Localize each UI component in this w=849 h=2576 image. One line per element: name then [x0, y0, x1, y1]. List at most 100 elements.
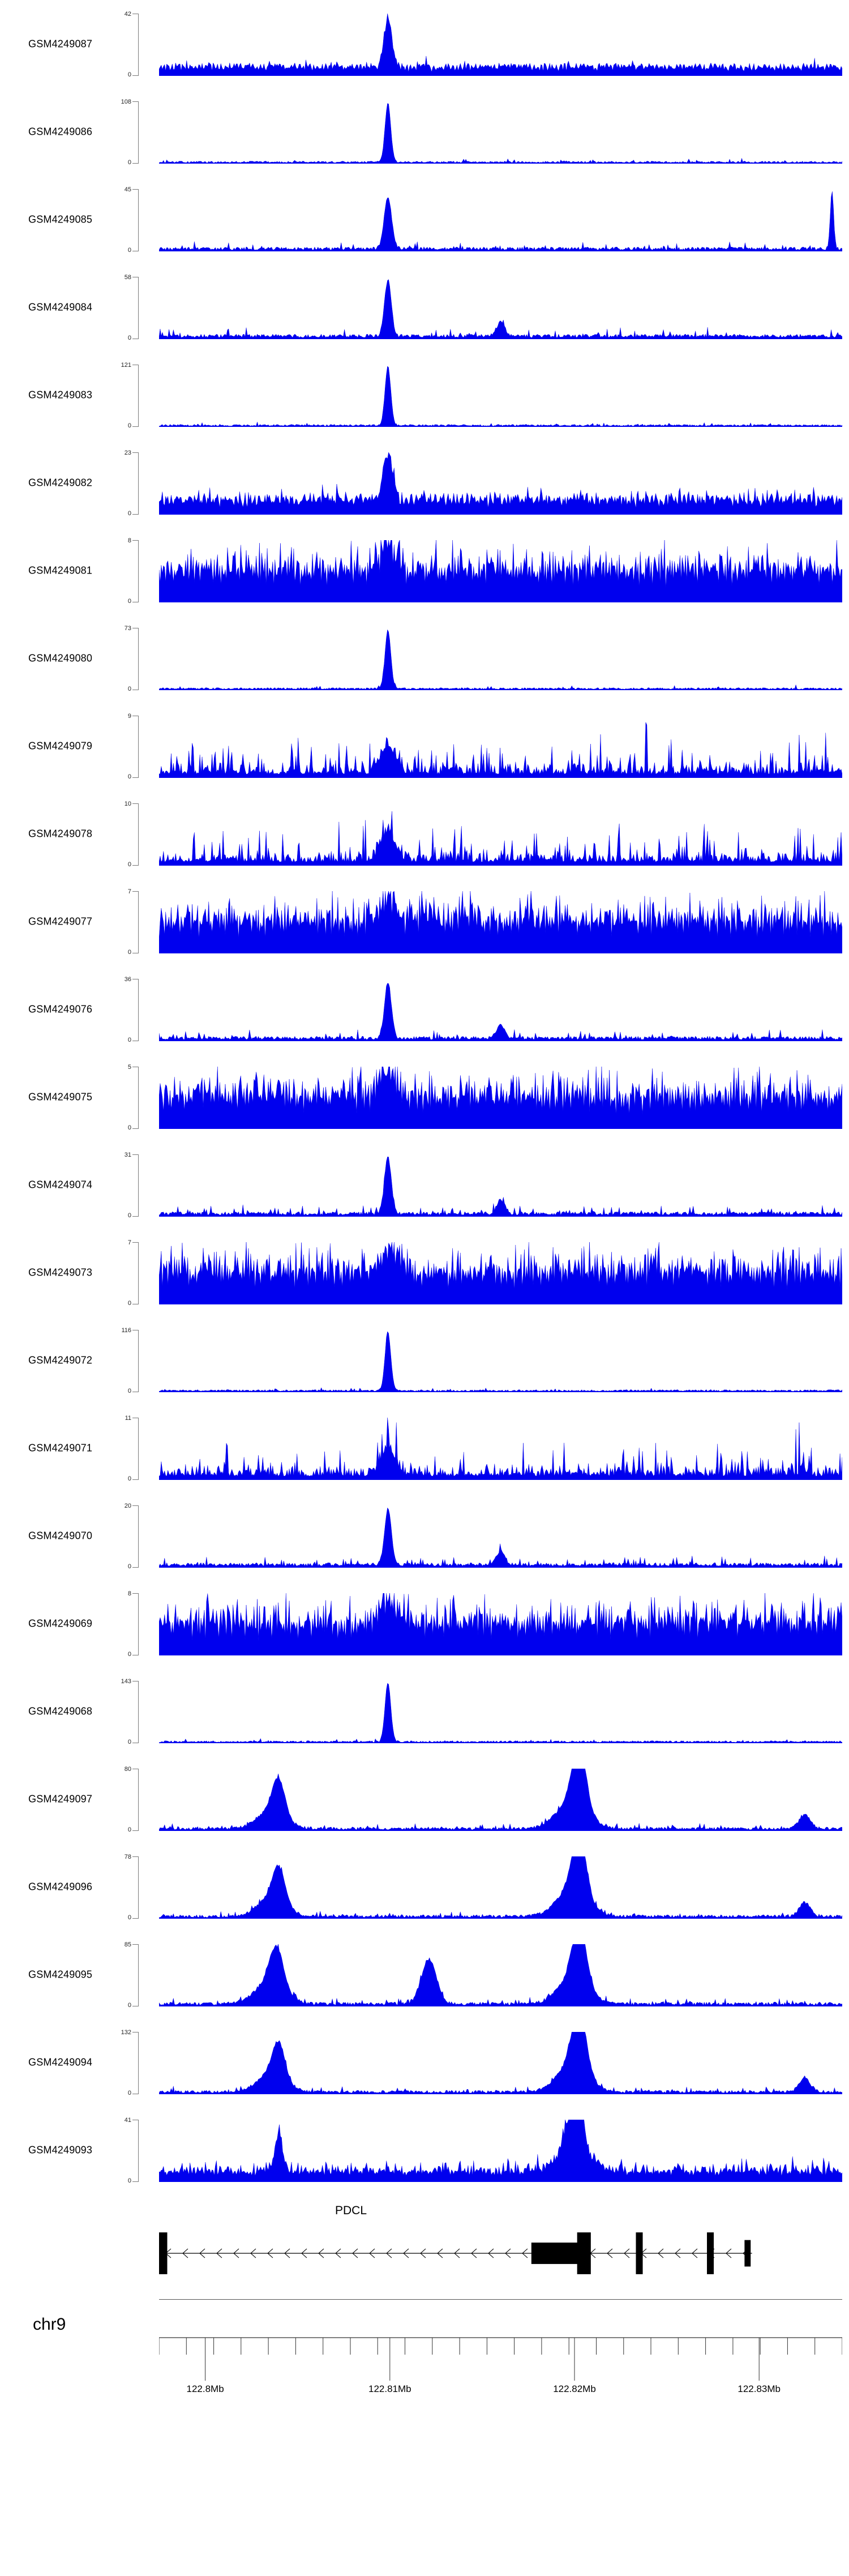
y-axis-max-label: 11 [125, 1415, 131, 1422]
svg-text:122.82Mb: 122.82Mb [553, 2384, 596, 2394]
y-axis-min-label: 0 [127, 2002, 131, 2009]
y-axis-min-label: 0 [127, 159, 131, 166]
y-axis-line [138, 540, 139, 602]
y-axis-top-tick [132, 452, 139, 453]
y-axis: 58 0 [111, 263, 146, 351]
y-axis-line [138, 979, 139, 1041]
coverage-plot [159, 628, 842, 690]
y-axis-min-label: 0 [127, 1563, 131, 1570]
y-axis-max-label: 108 [121, 99, 131, 105]
coverage-area [159, 1242, 842, 1304]
track-label: GSM4249070 [28, 1530, 93, 1541]
y-axis: 108 0 [111, 88, 146, 176]
y-axis-line [138, 1067, 139, 1129]
y-axis-max-label: 7 [127, 1239, 131, 1246]
y-axis-line [138, 2032, 139, 2094]
y-axis-max-label: 20 [124, 1503, 131, 1509]
y-axis-min-label: 0 [127, 1388, 131, 1394]
coverage-plot [159, 14, 842, 76]
y-axis-top-tick [132, 101, 139, 102]
coverage-plot [159, 1242, 842, 1304]
track-label: GSM4249087 [28, 38, 93, 49]
coverage-track: GSM4249084 58 0 [0, 263, 849, 351]
y-axis: 36 0 [111, 965, 146, 1053]
coverage-area [159, 891, 842, 953]
y-axis-max-label: 58 [124, 274, 131, 281]
track-label: GSM4249081 [28, 564, 93, 576]
y-axis-line [138, 1330, 139, 1392]
coverage-track: GSM4249081 8 0 [0, 527, 849, 614]
coverage-area [159, 722, 842, 778]
y-axis-min-label: 0 [127, 1651, 131, 1658]
track-label: GSM4249069 [28, 1618, 93, 1629]
y-axis-min-label: 0 [127, 1037, 131, 1043]
coverage-plot [159, 1505, 842, 1568]
track-label: GSM4249097 [28, 1793, 93, 1804]
coverage-track: GSM4249074 31 0 [0, 1141, 849, 1229]
chromosome-label: chr9 [33, 2315, 66, 2334]
coverage-plot [159, 365, 842, 427]
y-axis-line [138, 277, 139, 339]
track-label: GSM4249072 [28, 1354, 93, 1366]
coverage-plot [159, 1944, 842, 2006]
track-label: GSM4249076 [28, 1003, 93, 1015]
coverage-plot [159, 1769, 842, 1831]
track-label: GSM4249096 [28, 1881, 93, 1892]
y-axis-top-tick [132, 1154, 139, 1155]
y-axis: 23 0 [111, 439, 146, 527]
y-axis: 11 0 [111, 1404, 146, 1492]
coverage-plot [159, 1593, 842, 1655]
y-axis-line [138, 1418, 139, 1480]
coverage-plot [159, 540, 842, 602]
coverage-track: GSM4249086 108 0 [0, 88, 849, 176]
coverage-area [159, 103, 842, 164]
y-axis-line [138, 1593, 139, 1655]
track-label: GSM4249082 [28, 477, 93, 488]
coverage-plot [159, 1856, 842, 1919]
y-axis-bottom-tick [132, 75, 139, 76]
y-axis-line [138, 891, 139, 953]
y-axis-bottom-tick [132, 2181, 139, 2182]
y-axis-top-tick [132, 803, 139, 804]
svg-text:122.83Mb: 122.83Mb [737, 2384, 781, 2394]
coverage-area [159, 452, 842, 515]
track-label: GSM4249068 [28, 1705, 93, 1717]
y-axis-min-label: 0 [127, 335, 131, 341]
track-label: GSM4249079 [28, 740, 93, 751]
y-axis-top-tick [132, 540, 139, 541]
y-axis-min-label: 0 [127, 1212, 131, 1219]
y-axis: 143 0 [111, 1667, 146, 1755]
coverage-area [159, 2032, 842, 2094]
coverage-track: GSM4249094 132 0 [0, 2018, 849, 2106]
y-axis-line [138, 365, 139, 427]
y-axis-top-tick [132, 1944, 139, 1945]
y-axis-bottom-tick [132, 1479, 139, 1480]
coverage-track: GSM4249075 5 0 [0, 1053, 849, 1141]
y-axis-max-label: 78 [124, 1854, 131, 1860]
track-label: GSM4249073 [28, 1266, 93, 1278]
track-label: GSM4249093 [28, 2144, 93, 2155]
y-axis-line [138, 1681, 139, 1743]
coverage-area [159, 983, 842, 1041]
track-label: GSM4249074 [28, 1179, 93, 1190]
y-axis-line [138, 452, 139, 515]
track-label: GSM4249095 [28, 1969, 93, 1980]
coverage-area [159, 811, 842, 866]
y-axis-max-label: 8 [127, 537, 131, 544]
y-axis-bottom-tick [132, 1567, 139, 1568]
y-axis: 116 0 [111, 1316, 146, 1404]
coverage-track: GSM4249097 80 0 [0, 1755, 849, 1843]
coverage-plot [159, 716, 842, 778]
coverage-track: GSM4249070 20 0 [0, 1492, 849, 1580]
y-axis-line [138, 1769, 139, 1831]
coverage-track: GSM4249096 78 0 [0, 1843, 849, 1931]
coverage-track: GSM4249072 116 0 [0, 1316, 849, 1404]
y-axis-line [138, 628, 139, 690]
y-axis-top-tick [132, 891, 139, 892]
y-axis-max-label: 80 [124, 1766, 131, 1773]
coverage-area [159, 14, 842, 76]
y-axis-min-label: 0 [127, 1914, 131, 1921]
